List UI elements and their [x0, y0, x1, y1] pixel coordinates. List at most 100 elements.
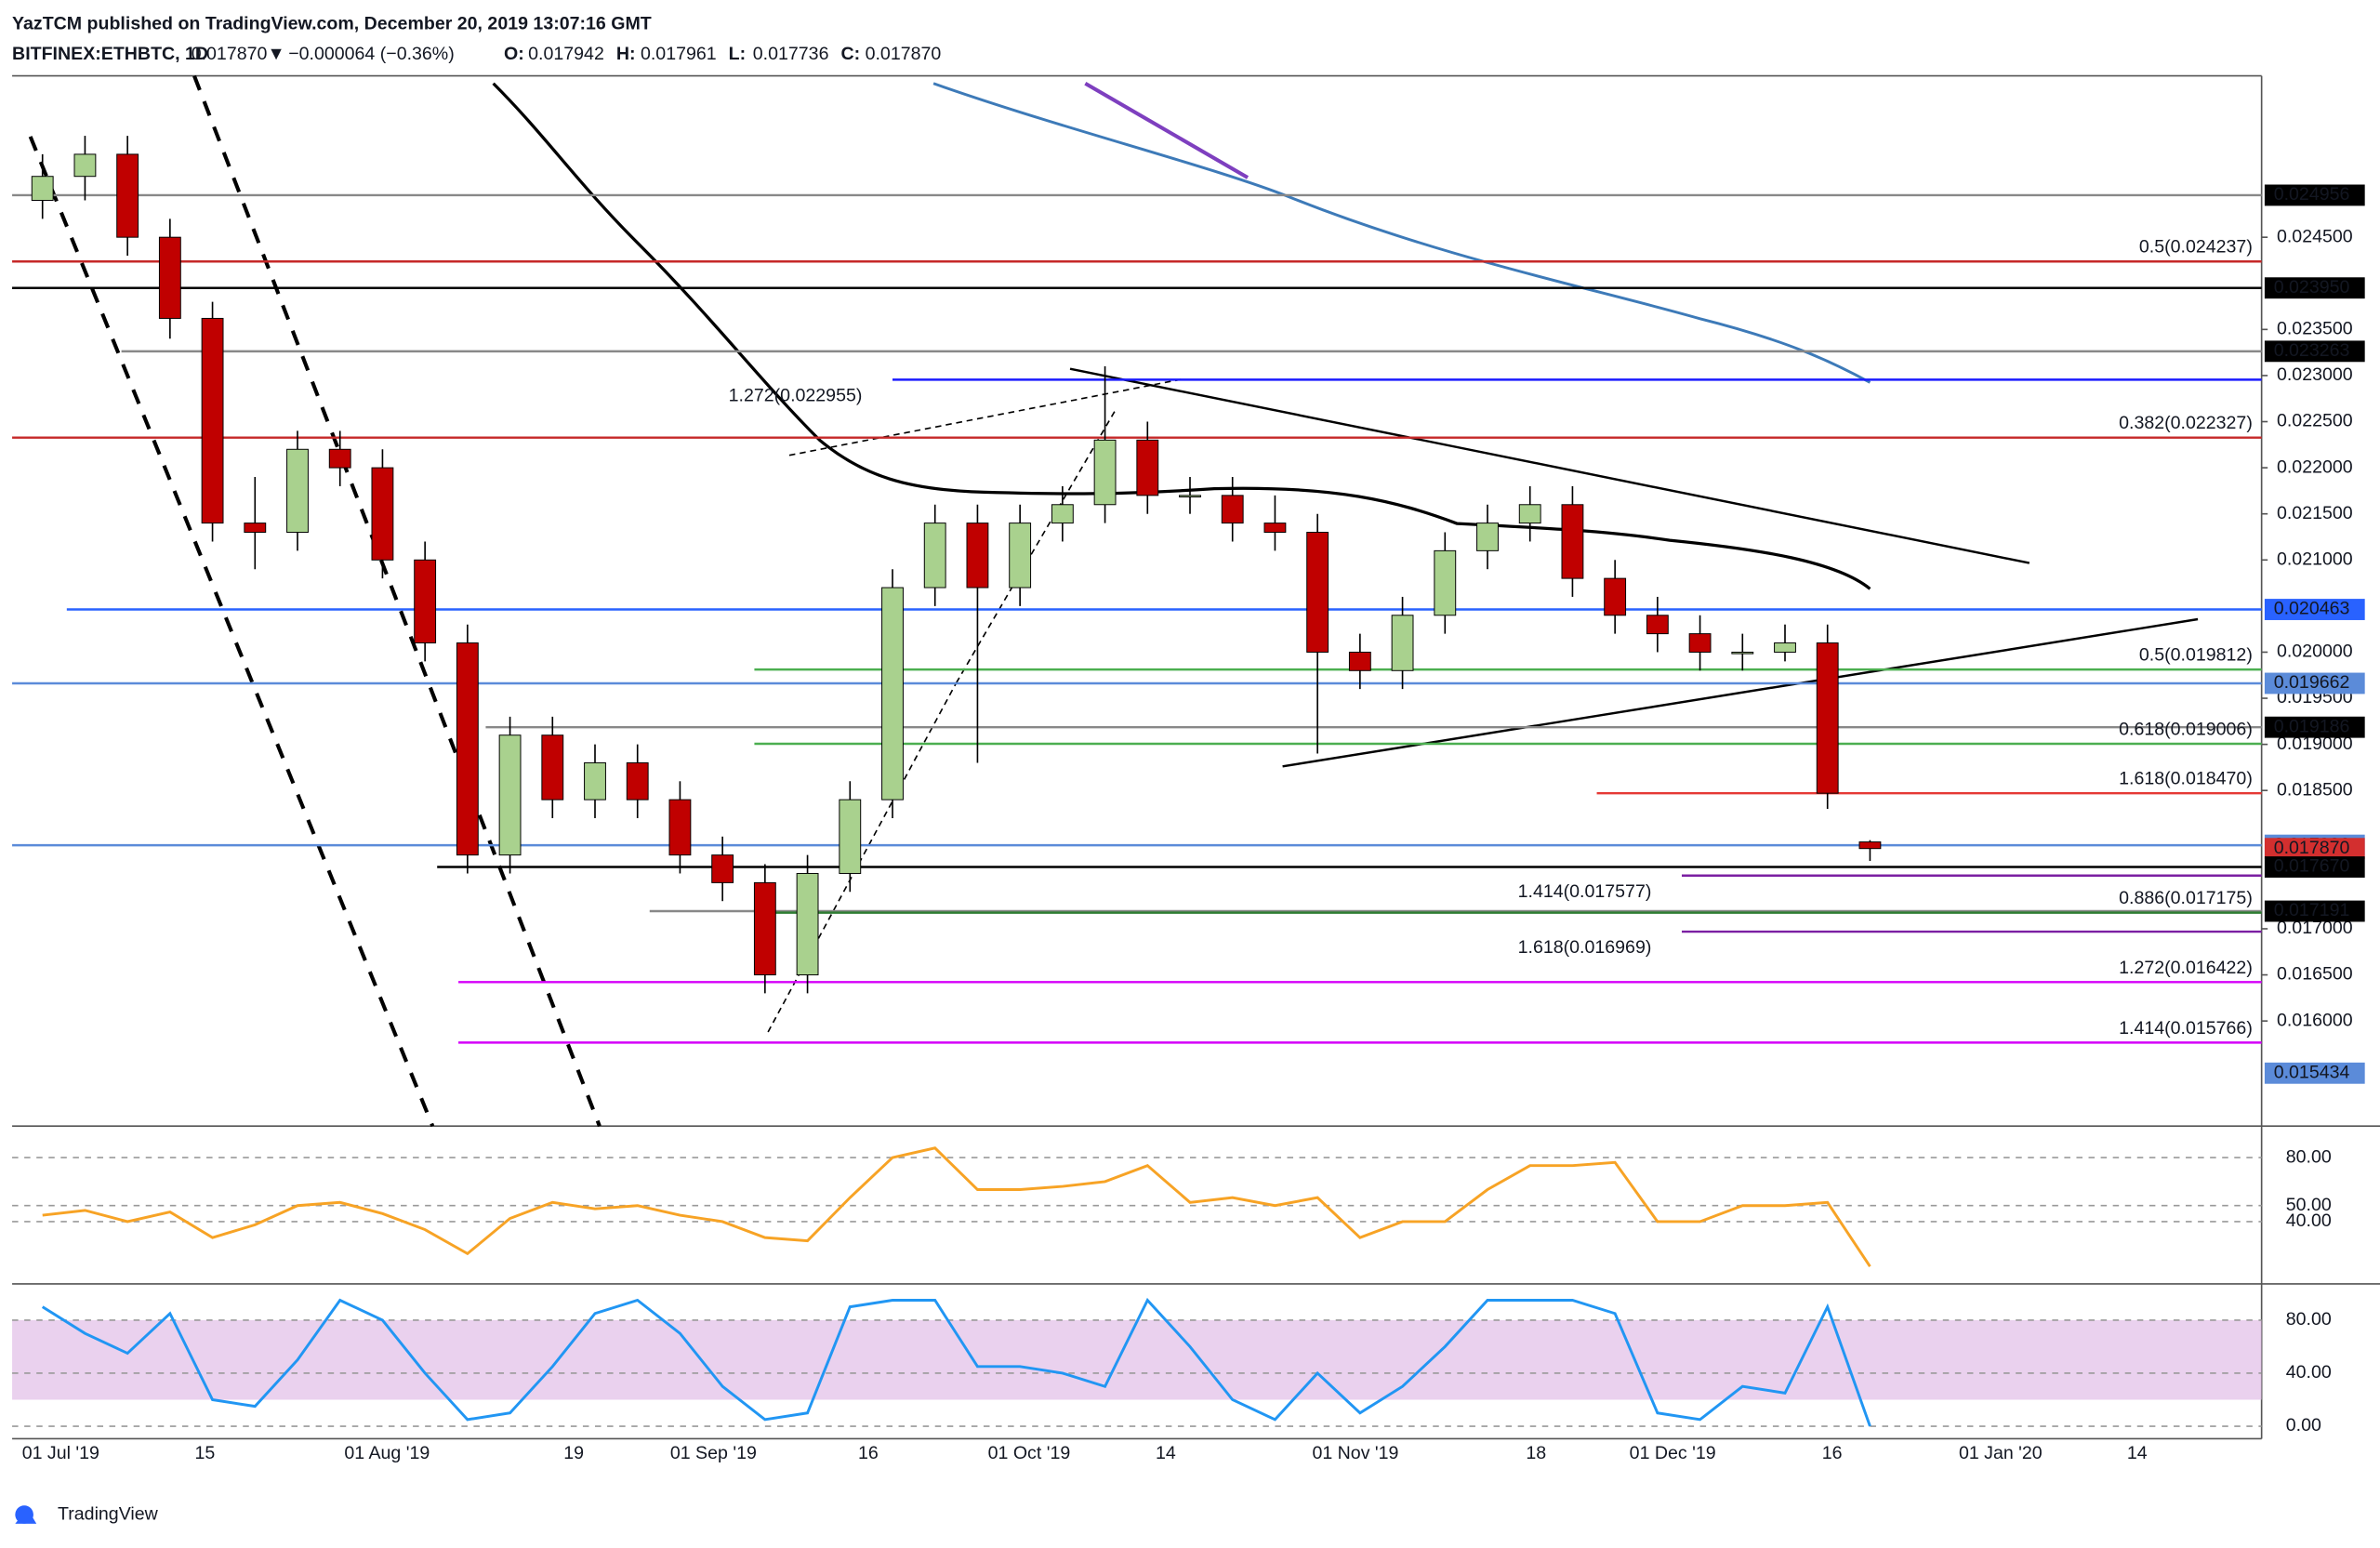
candle-body — [1179, 495, 1201, 497]
price-marker — [2264, 672, 2365, 695]
y-tick-label: 0.018500 — [2277, 779, 2353, 800]
candle-body — [1688, 633, 1712, 653]
symbol-line: BITFINEX:ETHBTC, 1D0.017870 ▼ −0.000064 (−… — [12, 44, 941, 64]
candle-body — [116, 153, 139, 238]
candle-body — [414, 559, 437, 644]
y-tick-label: 0.023000 — [2277, 364, 2353, 385]
candle-body — [839, 799, 862, 874]
price-marker — [2264, 184, 2365, 206]
level-label: 0.5(0.024237) — [2139, 237, 2253, 258]
footer-brand: TradingView — [58, 1503, 159, 1524]
x-tick-label: 01 Nov '19 — [1312, 1443, 1398, 1463]
price-marker — [2264, 900, 2365, 922]
ohlc-value: 0.017870 — [866, 44, 942, 64]
level-label: 0.618(0.019006) — [2119, 720, 2253, 740]
price-marker-label: 0.017191 — [2274, 900, 2350, 920]
candle-body — [1476, 523, 1499, 551]
candle-body — [456, 642, 479, 856]
candle-body — [1093, 439, 1117, 506]
y-tick-label: 0.016500 — [2277, 964, 2353, 985]
price-marker-label: 0.015434 — [2274, 1062, 2350, 1082]
price-marker-label: 0.019662 — [2274, 672, 2350, 693]
price-marker — [2264, 856, 2365, 878]
publisher: YazTCM published on TradingView.com, Dec… — [12, 13, 652, 33]
candle-body — [1646, 615, 1669, 635]
level-label: 1.272(0.016422) — [2119, 958, 2253, 978]
ohlc-value: 0.017942 — [528, 44, 604, 64]
candle-body — [881, 587, 904, 800]
price-marker-label: 0.019186 — [2274, 716, 2350, 736]
candle-body — [711, 854, 734, 883]
ohlc-key: H: — [616, 44, 636, 64]
candle-body — [1604, 577, 1627, 616]
ohlc-key: C: — [840, 44, 860, 64]
x-tick-label: 01 Aug '19 — [344, 1443, 430, 1463]
x-tick-label: 01 Oct '19 — [988, 1443, 1071, 1463]
candle-body — [1051, 504, 1074, 524]
y-tick-label: 50.00 — [2286, 1195, 2332, 1215]
level-label: 1.272(0.022955) — [729, 386, 863, 406]
y-tick-label: 0.019000 — [2277, 734, 2353, 754]
candle-body — [541, 734, 564, 800]
price-marker — [2264, 277, 2365, 299]
x-tick-label: 15 — [195, 1443, 216, 1463]
price-marker — [2264, 1062, 2365, 1084]
candle-body — [1136, 439, 1159, 496]
y-tick-label: 0.016000 — [2277, 1010, 2353, 1030]
y-tick-label: 0.024500 — [2277, 226, 2353, 246]
x-tick-label: 16 — [1822, 1443, 1843, 1463]
candle-body — [498, 734, 522, 856]
price-marker — [2264, 838, 2365, 860]
candle-body — [626, 761, 649, 800]
x-tick-label: 01 Jan '20 — [1959, 1443, 2043, 1463]
x-tick-label: 14 — [1156, 1443, 1176, 1463]
candle-body — [1348, 651, 1371, 671]
candle-body — [371, 467, 394, 561]
price-marker-label: 0.023950 — [2274, 277, 2350, 298]
candle-body — [923, 523, 946, 589]
change: −0.000064 (−0.36%) — [288, 44, 455, 64]
price-marker-label: 0.017870 — [2274, 838, 2350, 858]
candle-body — [1561, 504, 1584, 579]
price-marker-label: 0.017670 — [2274, 856, 2350, 877]
candle-body — [31, 176, 54, 201]
candle-body — [1518, 504, 1541, 524]
level-label: 0.382(0.022327) — [2119, 413, 2253, 433]
price-marker — [2264, 599, 2365, 620]
price-marker-label: 0.020463 — [2274, 599, 2350, 619]
candle-body — [966, 523, 989, 589]
level-label: 1.618(0.018470) — [2119, 769, 2253, 789]
y-tick-label: 40.00 — [2286, 1211, 2332, 1231]
y-tick-label: 0.021000 — [2277, 549, 2353, 569]
price-plot: 0.5(0.024237) 1.272(0.022955) 0.382(0.0223… — [12, 136, 2262, 1044]
stoch-line — [41, 1297, 1871, 1427]
footer: TradingView — [15, 1503, 159, 1524]
candle-body — [1731, 651, 1754, 655]
x-tick-label: 14 — [2127, 1443, 2148, 1463]
y-tick-label: 0.00 — [2286, 1415, 2321, 1436]
x-tick-label: 01 Sep '19 — [670, 1443, 757, 1463]
y-tick-label: 0.023500 — [2277, 319, 2353, 339]
ohlc-value: 0.017961 — [641, 44, 717, 64]
price-marker-label: 0.023263 — [2274, 340, 2350, 361]
ohlc-key: O: — [504, 44, 524, 64]
price-marker-label: 0.024956 — [2274, 184, 2350, 205]
candle-body — [1434, 549, 1457, 616]
candle-body — [286, 448, 309, 534]
symbol: BITFINEX:ETHBTC, 1D — [12, 44, 208, 64]
candle-body — [1306, 532, 1329, 653]
x-tick-label: 01 Dec '19 — [1630, 1443, 1716, 1463]
stoch-band — [12, 1319, 2262, 1400]
y-tick-label: 80.00 — [2286, 1146, 2332, 1167]
level-label: 0.5(0.019812) — [2139, 645, 2253, 666]
candle-body — [73, 153, 97, 178]
y-tick-label: 80.00 — [2286, 1309, 2332, 1330]
candle-body — [328, 448, 351, 469]
rsi-line — [42, 1146, 1871, 1267]
last-price: 0.017870 — [192, 44, 268, 64]
candle-body — [1816, 642, 1839, 794]
y-tick-label: 0.022500 — [2277, 411, 2353, 431]
candle-body — [1009, 523, 1032, 589]
